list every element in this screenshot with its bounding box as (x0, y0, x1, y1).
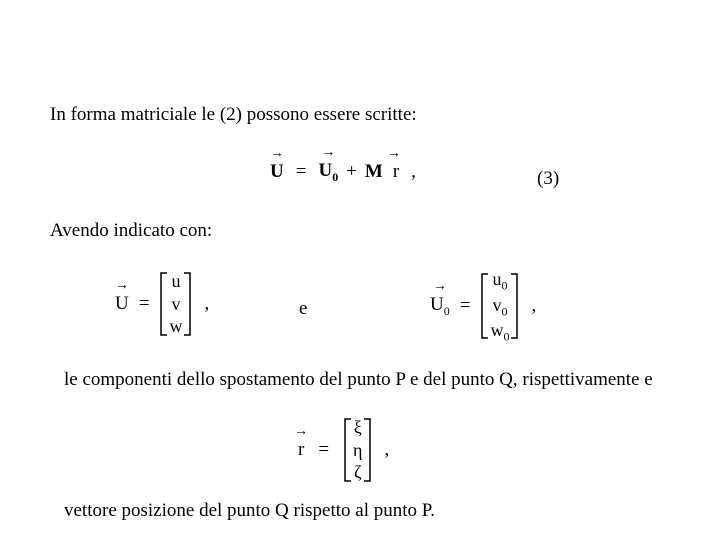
paragraph-avendo: Avendo indicato con: (50, 220, 212, 242)
paragraph-components: le componenti dello spostamento del punt… (64, 368, 674, 392)
sym-U0-def-base: U (430, 294, 444, 315)
paragraph-intro: In forma matriciale le (2) possono esser… (50, 104, 417, 126)
matrix-U: u v w (159, 270, 192, 338)
definition-U0: → U0 = u0 v0 w0 , (430, 268, 536, 345)
paragraph-vettore: vettore posizione del punto Q rispetto a… (64, 500, 435, 522)
matrix-U0: u0 v0 w0 (480, 268, 519, 345)
connector-e: e (299, 298, 307, 320)
vector-r: → r (389, 161, 399, 183)
sym-U0-sub: 0 (332, 170, 338, 184)
equation-3: → U = → U0 + M → r , (270, 160, 416, 185)
sym-r-def: r (298, 439, 304, 460)
U-row-1: v (171, 293, 180, 316)
U0-row-2: w0 (490, 319, 509, 345)
sym-r: r (393, 161, 399, 182)
equals-defU: = (135, 293, 154, 315)
U0-row-0: u0 (492, 268, 507, 294)
matrix-r: ξ η ζ (343, 416, 372, 484)
sym-U0-def-sub: 0 (444, 304, 450, 318)
right-bracket-U0 (509, 273, 519, 339)
r-row-1: η (353, 439, 362, 462)
r-row-2: ζ (354, 461, 361, 484)
left-bracket-r (343, 418, 353, 482)
comma-eq3: , (405, 161, 416, 183)
left-bracket-U (159, 272, 169, 336)
sym-M: M (365, 161, 383, 183)
vector-U: → U (270, 161, 284, 183)
equals-1: = (290, 161, 313, 183)
U-row-2: w (169, 315, 182, 338)
right-bracket-U (182, 272, 192, 336)
equals-defr: = (310, 439, 337, 461)
comma-defU: , (198, 293, 209, 315)
vector-U-def: → U (115, 293, 129, 315)
comma-defU0: , (525, 295, 536, 317)
comma-defr: , (378, 439, 389, 461)
equals-defU0: = (456, 295, 475, 317)
sym-U-def: U (115, 293, 129, 314)
left-bracket-U0 (480, 273, 490, 339)
equation-number-3: (3) (537, 168, 559, 190)
vector-U0: → U0 (318, 160, 338, 185)
definition-r: → r = ξ η ζ , (298, 416, 389, 484)
sym-U0-base: U (318, 160, 332, 181)
vector-r-def: → r (298, 439, 304, 461)
plus: + (344, 161, 359, 183)
r-row-0: ξ (354, 416, 362, 439)
U-row-0: u (171, 270, 180, 293)
U0-row-1: v0 (492, 294, 507, 320)
right-bracket-r (362, 418, 372, 482)
sym-U: U (270, 161, 284, 182)
definition-U: → U = u v w , (115, 270, 209, 338)
vector-U0-def: → U0 (430, 294, 450, 319)
